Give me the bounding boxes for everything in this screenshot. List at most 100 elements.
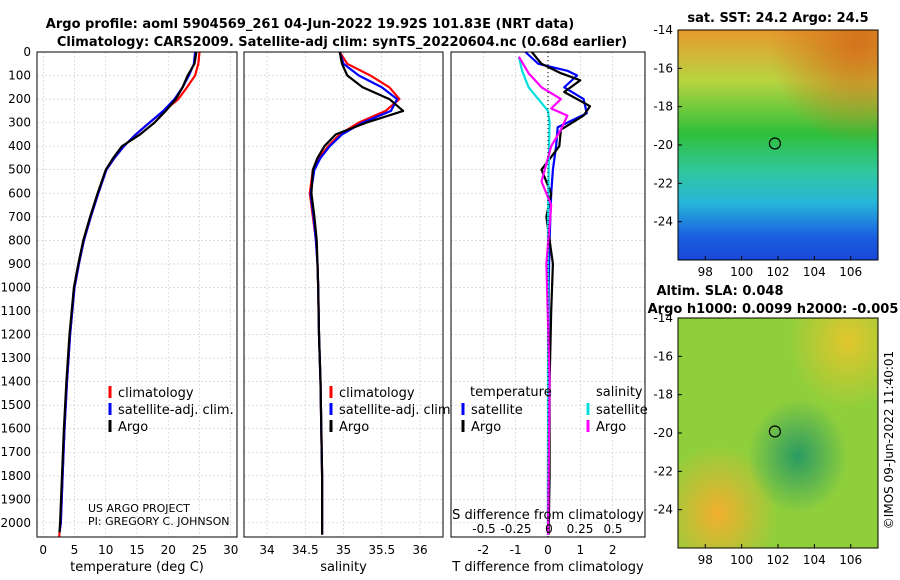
x2-tick-label: -0.25 (500, 522, 531, 536)
timestamp: ©IMOS 09-Jun-2022 11:40:01 (882, 351, 896, 529)
x-tick-label: 20 (161, 543, 176, 557)
plot-frame (243, 51, 444, 538)
legend-label: Argo (339, 420, 369, 435)
map-y-tick-label: -22 (653, 176, 673, 190)
map-y-tick-label: -14 (653, 311, 673, 325)
series-line-s_satellite (517, 56, 551, 535)
x-tick-label: 0 (39, 543, 47, 557)
y-tick-label: 100 (8, 69, 31, 83)
x-tick-label: 10 (98, 543, 113, 557)
map-x-tick-label: 100 (730, 265, 753, 279)
x-tick-label: 34 (259, 543, 274, 557)
temperature-panel: 0100200300400500600700800900100011001200… (0, 45, 238, 575)
y-tick-label: 0 (23, 45, 31, 59)
x-tick-label: 5 (71, 543, 79, 557)
y-tick-label: 1200 (0, 328, 31, 342)
series-line-s_argo (517, 56, 569, 535)
y-tick-label: 1700 (0, 445, 31, 459)
y-tick-label: 2000 (0, 516, 31, 530)
map-y-tick-label: -22 (653, 464, 673, 478)
y-tick-label: 1100 (0, 304, 31, 318)
y-tick-label: 1600 (0, 422, 31, 436)
legend-label: climatology (118, 386, 194, 401)
map-y-tick-label: -24 (653, 503, 673, 517)
x-axis-label: salinity (320, 560, 367, 575)
map-x-tick-label: 100 (730, 553, 753, 567)
x-tick-label: 35 (336, 543, 351, 557)
figure-title-line2: Climatology: CARS2009. Satellite-adj cli… (57, 35, 627, 50)
y-tick-label: 800 (8, 233, 31, 247)
sla-map-title: Altim. SLA: 0.048 (657, 284, 784, 299)
legend-title-temperature: temperature (470, 385, 552, 400)
map-x-tick-label: 98 (698, 553, 713, 567)
x-tick-label: 34.5 (292, 543, 319, 557)
x-tick-label: 36 (412, 543, 427, 557)
y-tick-label: 1300 (0, 351, 31, 365)
x2-tick-label: 0.25 (567, 522, 594, 536)
y-tick-label: 1900 (0, 492, 31, 506)
series-line-argo (58, 51, 198, 533)
map-y-tick-label: -20 (653, 138, 673, 152)
y-tick-label: 700 (8, 210, 31, 224)
credit-line1: US ARGO PROJECT (88, 502, 190, 515)
sla-mid-region (678, 318, 878, 548)
sst-warm-region (678, 30, 878, 260)
y-tick-label: 1400 (0, 375, 31, 389)
map-x-tick-label: 106 (839, 265, 862, 279)
x-tick-label: 15 (129, 543, 144, 557)
float-location-marker (768, 425, 782, 438)
legend-label: satellite-adj. clim. (118, 403, 234, 418)
x-tick-label: -2 (477, 543, 489, 557)
y-tick-label: 1500 (0, 398, 31, 412)
x-axis-label: temperature (deg C) (70, 560, 204, 575)
legend-label: Argo (471, 420, 501, 435)
x-tick-label: 30 (223, 543, 238, 557)
series-line-argo (530, 51, 592, 535)
x-tick-label: -1 (510, 543, 522, 557)
legend-label: Argo (596, 420, 626, 435)
x2-tick-label: 0 (545, 522, 553, 536)
y-tick-label: 200 (8, 92, 31, 106)
legend-title-salinity: salinity (596, 385, 643, 400)
map-y-tick-label: -20 (653, 426, 673, 440)
map-y-tick-label: -16 (653, 61, 673, 75)
sst-map-title: sat. SST: 24.2 Argo: 24.5 (687, 11, 868, 26)
legend-label: satellite-adj. clim. (339, 403, 455, 418)
x2-tick-label: -0.5 (472, 522, 495, 536)
y-tick-label: 900 (8, 257, 31, 271)
difference-panel: -2 -1 0 1 2 T difference from climatology S di… (450, 51, 648, 575)
series-line-argo (310, 51, 405, 535)
x-tick-label: 2 (609, 543, 617, 557)
sla-map-subtitle: Argo h1000: 0.0099 h2000: -0.005 (648, 302, 899, 317)
y-tick-label: 300 (8, 116, 31, 130)
map-x-tick-label: 102 (767, 265, 790, 279)
sla-map: Altim. SLA: 0.048 Argo h1000: 0.0099 h20… (648, 284, 899, 567)
map-x-tick-label: 104 (803, 553, 826, 567)
float-location-marker (768, 137, 782, 150)
sst-map: sat. SST: 24.2 Argo: 24.5 98 100 102 104 106… (653, 11, 879, 279)
legend-label: satellite (596, 403, 648, 418)
x-tick-label: 0 (544, 543, 552, 557)
legend-label: satellite (471, 403, 523, 418)
map-y-tick-label: -24 (653, 215, 673, 229)
y-tick-label: 400 (8, 139, 31, 153)
map-x-tick-label: 106 (839, 553, 862, 567)
y-tick-label: 1800 (0, 469, 31, 483)
x2-tick-label: 0.5 (603, 522, 622, 536)
map-x-tick-label: 102 (767, 553, 790, 567)
salinity-panel: 34 34.5 35 35.5 36 salinity climatology satelli… (243, 51, 455, 575)
y-tick-label: 500 (8, 163, 31, 177)
x-axis-label: T difference from climatology (451, 560, 644, 575)
map-y-tick-label: -18 (653, 100, 673, 114)
plot-frame (36, 51, 238, 538)
y-tick-label: 1000 (0, 280, 31, 294)
map-x-tick-label: 104 (803, 265, 826, 279)
legend-label: Argo (118, 420, 148, 435)
credit-line2: PI: GREGORY C. JOHNSON (88, 515, 229, 528)
map-y-tick-label: -16 (653, 349, 673, 363)
map-y-tick-label: -14 (653, 23, 673, 37)
x-tick-label: 35.5 (368, 543, 395, 557)
x-tick-label: 1 (577, 543, 585, 557)
y-tick-label: 600 (8, 186, 31, 200)
